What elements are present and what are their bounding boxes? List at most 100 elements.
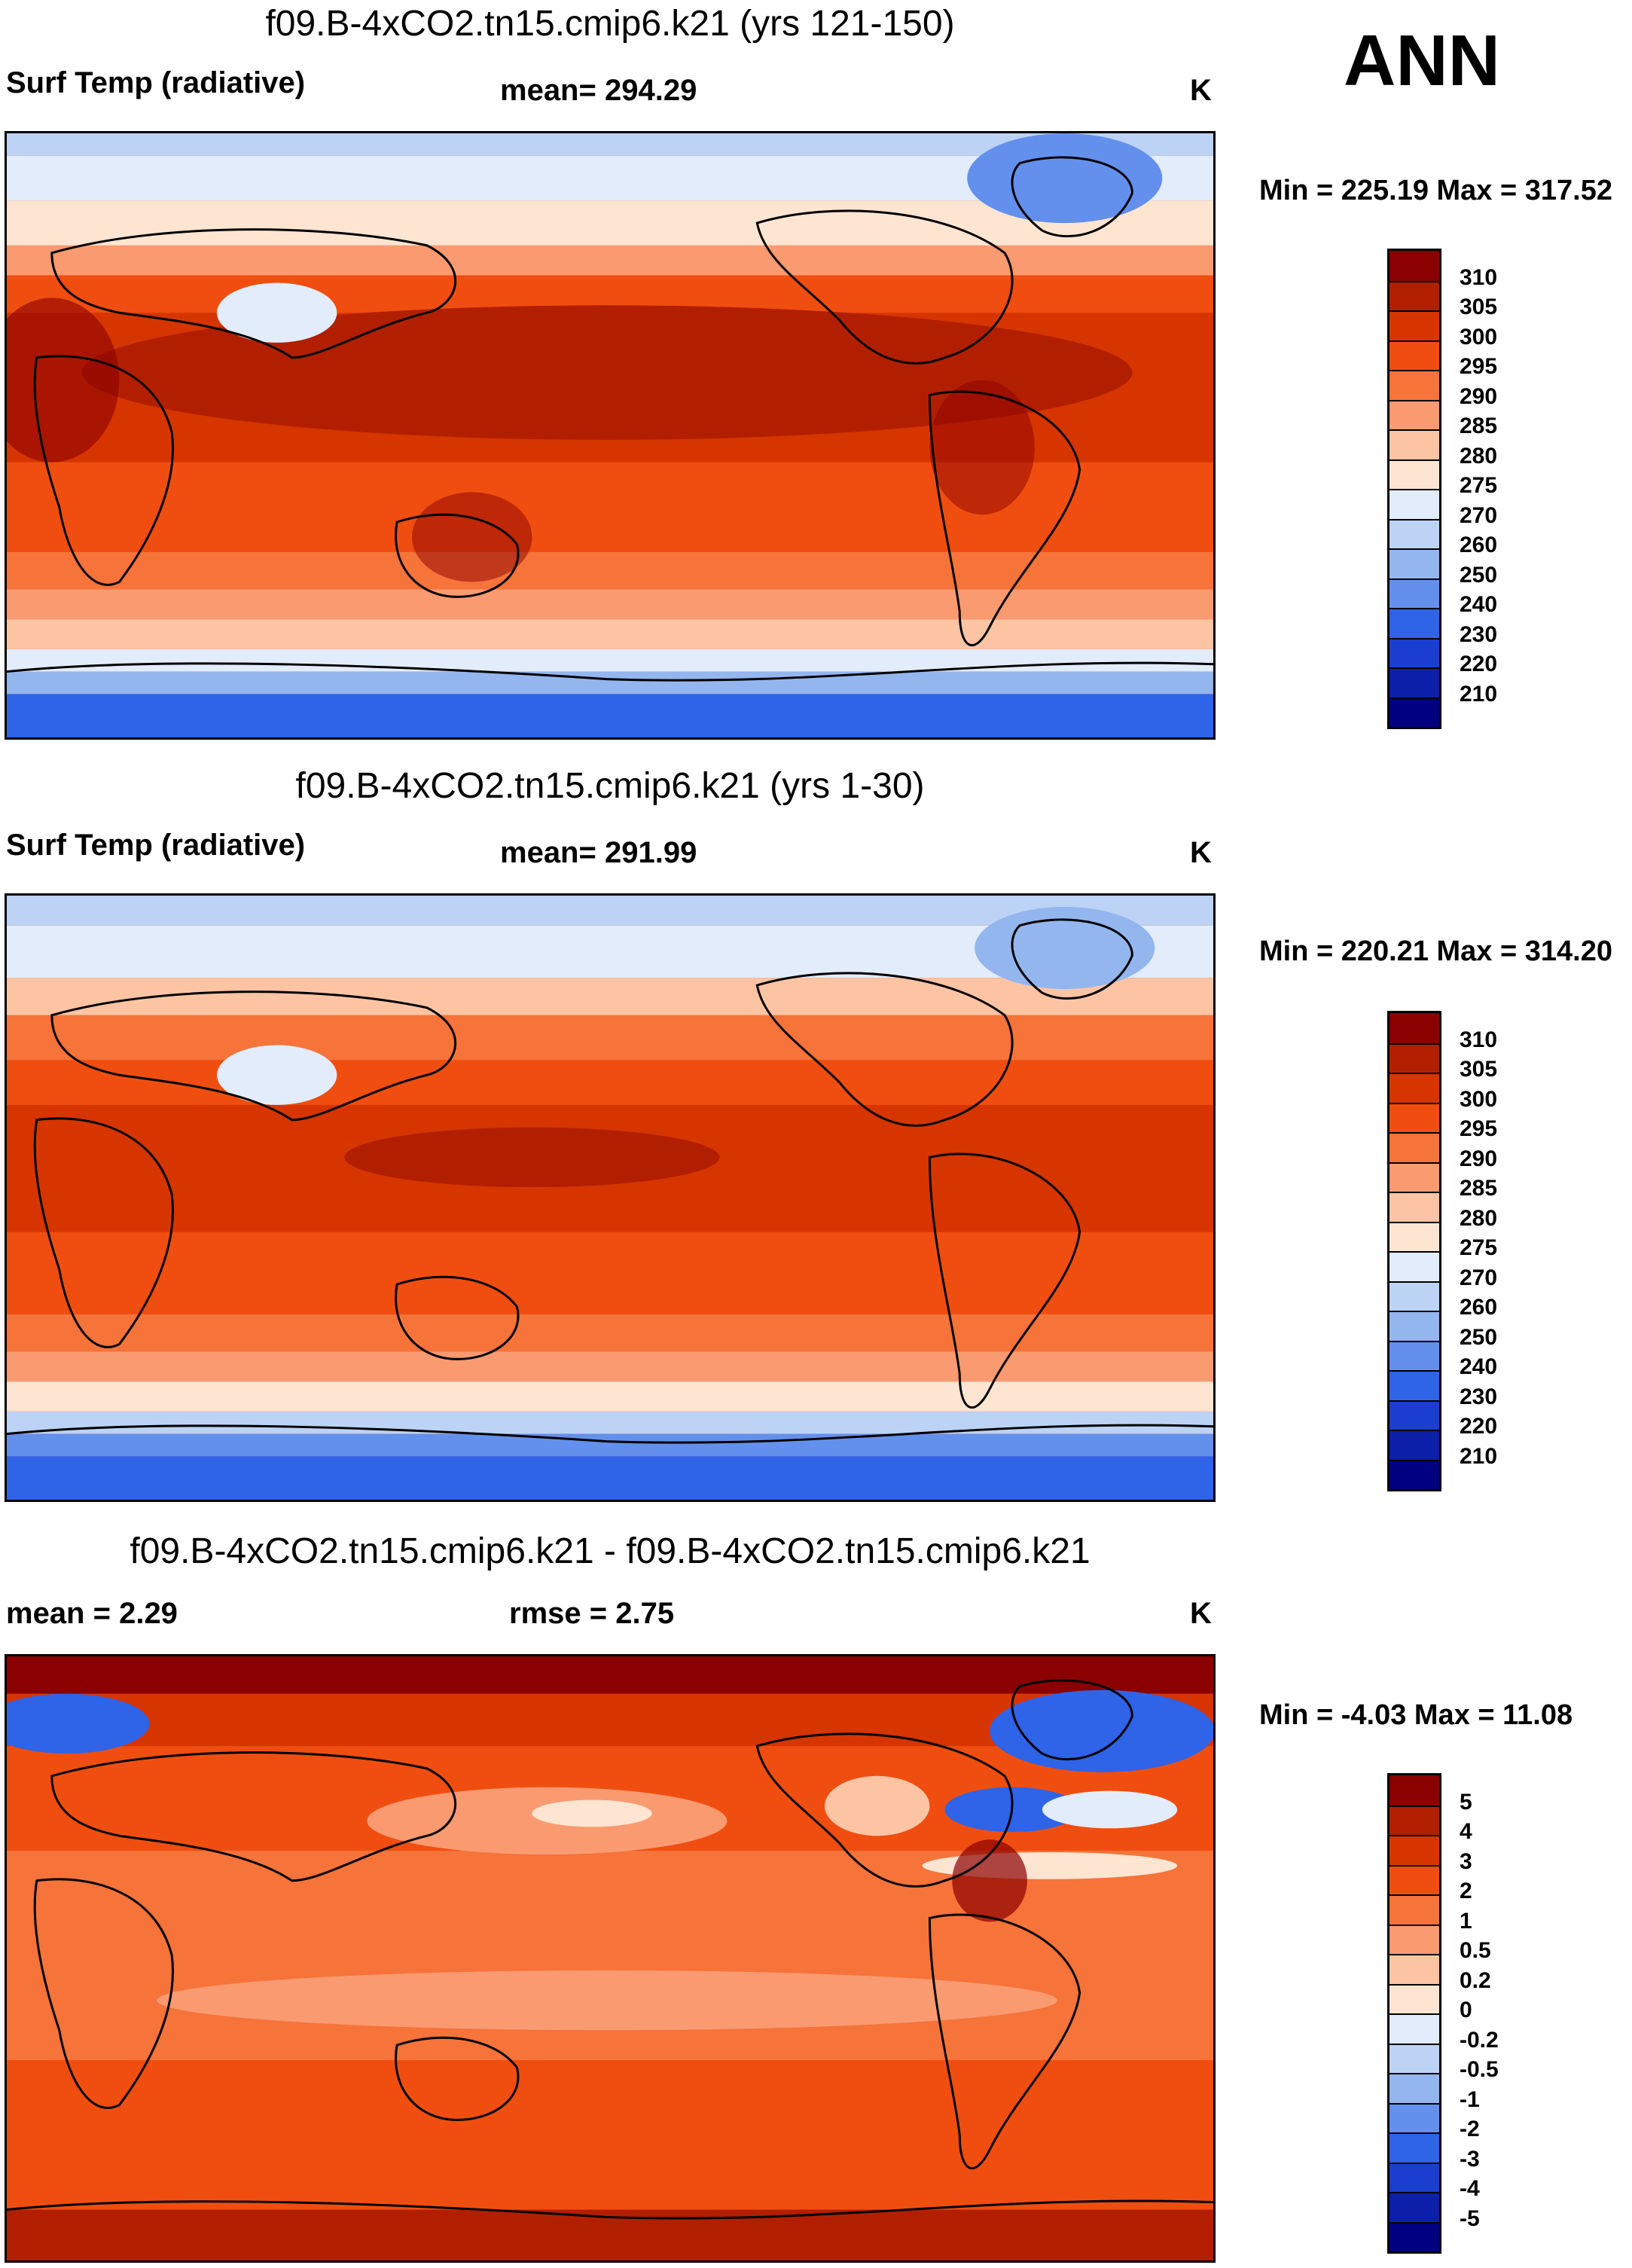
panel-middle-colorbar: [1387, 1011, 1441, 1491]
panel-middle-colorbar-swatch: [1389, 1340, 1439, 1370]
panel-top-colorbar-swatch: [1389, 399, 1439, 429]
panel-top-colorbar-swatch: [1389, 637, 1439, 667]
panel-middle-title: f09.B-4xCO2.tn15.cmip6.k21 (yrs 1-30): [295, 766, 925, 806]
panel-bottom-colorbar-swatch: [1389, 1775, 1439, 1806]
panel-top-colorbar: [1387, 249, 1441, 729]
panel-bottom-mean-label: mean = 2.29: [6, 1597, 178, 1630]
panel-middle-colorbar-swatch: [1389, 1251, 1439, 1281]
panel-top-colorbar-label: 285: [1460, 414, 1498, 438]
panel-middle-colorbar-label: 310: [1460, 1027, 1498, 1052]
panel-middle-map-graphic: [7, 896, 1213, 1500]
panel-top-title: f09.B-4xCO2.tn15.cmip6.k21 (yrs 121-150): [265, 4, 955, 44]
panel-middle-colorbar-label: 285: [1460, 1176, 1498, 1201]
panel-bottom-colorbar-swatch: [1389, 2073, 1439, 2103]
panel-top-colorbar-label: 300: [1460, 324, 1498, 350]
panel-middle-colorbar-label: 275: [1460, 1235, 1498, 1260]
panel-middle-colorbar-swatch: [1389, 1221, 1439, 1251]
panel-bottom-colorbar-label: 0.5: [1460, 1938, 1491, 1963]
panel-middle-minmax: Min = 220.21 Max = 314.20: [1259, 936, 1612, 967]
panel-bottom-colorbar-label: 5: [1460, 1789, 1472, 1815]
panel-top-colorbar-swatch: [1389, 310, 1439, 340]
panel-bottom-colorbar-swatch: [1389, 2102, 1439, 2132]
panel-top-colorbar-swatch: [1389, 280, 1439, 310]
panel-top-colorbar-label: 220: [1460, 652, 1498, 676]
panel-middle-colorbar-label: 220: [1460, 1414, 1498, 1439]
panel-top-colorbar-label: 270: [1460, 502, 1498, 528]
panel-middle-colorbar-swatch: [1389, 1400, 1439, 1430]
panel-middle-map: [5, 893, 1216, 1502]
panel-top-colorbar-swatch: [1389, 370, 1439, 400]
panel-bottom-colorbar-swatch: [1389, 1954, 1439, 1984]
panel-bottom-colorbar-swatch: [1389, 2043, 1439, 2073]
panel-middle-colorbar-swatch: [1389, 1459, 1439, 1489]
panel-top-colorbar-label: 230: [1460, 621, 1498, 647]
panel-middle-units-label: K: [1190, 836, 1212, 869]
panel-bottom-colorbar-label: 1: [1460, 1908, 1472, 1934]
panel-top-colorbar-label: 240: [1460, 592, 1498, 617]
panel-bottom-colorbar-swatch: [1389, 2132, 1439, 2163]
panel-bottom-colorbar-label: 0.2: [1460, 1967, 1491, 1993]
panel-bottom-colorbar-swatch: [1389, 2013, 1439, 2044]
panel-top-minmax: Min = 225.19 Max = 317.52: [1259, 175, 1612, 206]
panel-middle-colorbar-label: 240: [1460, 1354, 1498, 1379]
panel-middle-colorbar-swatch: [1389, 1311, 1439, 1341]
panel-top-colorbar-label: 280: [1460, 443, 1498, 469]
panel-middle-colorbar-label: 300: [1460, 1086, 1498, 1112]
panel-bottom-colorbar-swatch: [1389, 2162, 1439, 2192]
panel-bottom-colorbar-swatch: [1389, 2221, 1439, 2251]
panel-middle-colorbar-swatch: [1389, 1132, 1439, 1162]
panel-top-colorbar-label: 260: [1460, 533, 1498, 557]
panel-top-colorbar-swatch: [1389, 667, 1439, 697]
panel-middle-colorbar-label: 230: [1460, 1384, 1498, 1409]
panel-top-colorbar-swatch: [1389, 429, 1439, 459]
panel-bottom-colorbar-swatch: [1389, 2192, 1439, 2222]
panel-top-colorbar-label: 310: [1460, 264, 1498, 290]
panel-middle-colorbar-label: 295: [1460, 1116, 1498, 1141]
panel-bottom-colorbar-swatch: [1389, 1924, 1439, 1954]
panel-top-colorbar-swatch: [1389, 548, 1439, 578]
panel-middle-colorbar-label: 305: [1460, 1057, 1498, 1082]
panel-middle-colorbar-swatch: [1389, 1192, 1439, 1222]
panel-top-colorbar-swatch: [1389, 697, 1439, 727]
panel-bottom-colorbar-swatch: [1389, 1864, 1439, 1894]
panel-middle-colorbar-swatch: [1389, 1161, 1439, 1192]
panel-middle-colorbar-swatch: [1389, 1281, 1439, 1311]
panel-middle-colorbar-label: 290: [1460, 1146, 1498, 1171]
panel-bottom-minmax: Min = -4.03 Max = 11.08: [1259, 1699, 1573, 1731]
panel-top-colorbar-swatch: [1389, 489, 1439, 519]
panel-bottom-colorbar-label: 3: [1460, 1848, 1472, 1874]
panel-bottom-colorbar-label: -1: [1460, 2086, 1480, 2112]
panel-top-colorbar-swatch: [1389, 608, 1439, 638]
panel-middle-colorbar-swatch: [1389, 1013, 1439, 1043]
panel-bottom-colorbar-label: -4: [1460, 2176, 1480, 2201]
panel-bottom-colorbar-label: 0: [1460, 1998, 1472, 2022]
panel-middle-colorbar-label: 210: [1460, 1443, 1498, 1469]
panel-top-map: [5, 131, 1216, 740]
panel-top-map-graphic: [7, 133, 1213, 737]
panel-middle-mean-label: mean= 291.99: [500, 836, 697, 869]
panel-top-colorbar-swatch: [1389, 578, 1439, 608]
panel-top-colorbar-swatch: [1389, 518, 1439, 548]
panel-bottom-title: f09.B-4xCO2.tn15.cmip6.k21 - f09.B-4xCO2…: [130, 1531, 1091, 1571]
panel-bottom-colorbar-label: -2: [1460, 2117, 1480, 2141]
panel-bottom-colorbar-label: 2: [1460, 1879, 1472, 1903]
panel-bottom-colorbar-label: -3: [1460, 2146, 1480, 2172]
panel-bottom-colorbar: [1387, 1773, 1441, 2254]
panel-top-units-label: K: [1190, 74, 1212, 107]
panel-top-colorbar-label: 305: [1460, 295, 1498, 319]
panel-top-colorbar-swatch: [1389, 340, 1439, 370]
panel-middle-colorbar-swatch: [1389, 1102, 1439, 1132]
season-label: ANN: [1344, 20, 1500, 101]
panel-top-colorbar-label: 250: [1460, 562, 1498, 588]
panel-bottom-colorbar-swatch: [1389, 1835, 1439, 1865]
panel-bottom-map: [5, 1654, 1216, 2263]
panel-bottom-colorbar-label: 4: [1460, 1819, 1472, 1844]
panel-top-mean-label: mean= 294.29: [500, 74, 697, 107]
panel-middle-colorbar-label: 260: [1460, 1295, 1498, 1320]
panel-top-colorbar-swatch: [1389, 459, 1439, 489]
panel-top-variable-label: Surf Temp (radiative): [6, 66, 306, 99]
panel-top-colorbar-swatch: [1389, 251, 1439, 281]
panel-top-colorbar-label: 210: [1460, 681, 1498, 707]
panel-bottom-colorbar-swatch: [1389, 1894, 1439, 1925]
panel-top-colorbar-label: 290: [1460, 383, 1498, 409]
